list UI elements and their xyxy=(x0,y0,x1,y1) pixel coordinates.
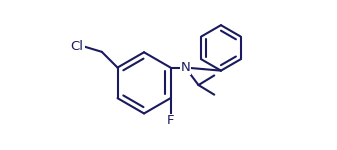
Text: N: N xyxy=(181,61,190,74)
Text: Cl: Cl xyxy=(70,40,84,53)
Text: F: F xyxy=(167,114,174,127)
